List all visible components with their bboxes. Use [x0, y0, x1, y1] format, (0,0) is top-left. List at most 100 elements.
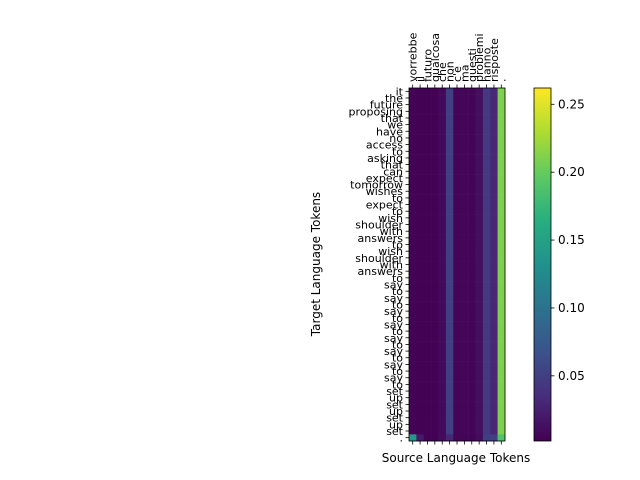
y-tick-label: say: [384, 345, 403, 358]
heatmap-cell: [438, 287, 447, 295]
heatmap-cell: [468, 354, 476, 362]
heatmap-cells: [409, 88, 506, 442]
heatmap-cell: [460, 367, 469, 375]
heatmap-cell: [409, 221, 417, 229]
heatmap-cell: [445, 214, 454, 222]
heatmap-cell: [423, 247, 432, 255]
heatmap-cell: [453, 194, 461, 202]
heatmap-cell: [482, 94, 491, 102]
heatmap-cell: [460, 154, 469, 162]
heatmap-cell: [490, 374, 498, 382]
heatmap-cell: [475, 421, 484, 428]
heatmap-cell: [438, 221, 447, 229]
heatmap-cell: [431, 221, 439, 229]
heatmap-cell: [490, 407, 498, 415]
heatmap-cell: [497, 261, 506, 269]
heatmap-cell: [475, 327, 484, 335]
colorbar-ticks: 0.05 0.10 0.15 0.20 0.25: [551, 97, 585, 383]
y-tick-label: have: [376, 125, 403, 138]
heatmap-cell: [468, 327, 476, 335]
heatmap-cell: [460, 141, 469, 149]
heatmap-cell: [482, 114, 491, 122]
heatmap-cell: [475, 88, 484, 95]
heatmap-cell: [497, 94, 506, 102]
x-tick-label: vorrebbe: [407, 32, 420, 82]
heatmap-cell: [431, 267, 439, 275]
heatmap-cell: [409, 94, 417, 102]
heatmap-cell: [423, 341, 432, 349]
heatmap-cell: [431, 327, 439, 335]
heatmap-cell: [423, 301, 432, 309]
heatmap-cell: [438, 307, 447, 315]
heatmap-cell: [416, 241, 425, 249]
heatmap-cell: [438, 321, 447, 329]
y-tick-label: shoulder: [355, 219, 403, 232]
heatmap-cell: [482, 321, 491, 329]
heatmap-cell: [482, 88, 491, 95]
heatmap-cell: [453, 227, 461, 235]
heatmap-cell: [475, 301, 484, 309]
heatmap-cell: [490, 214, 498, 222]
heatmap-cell: [445, 341, 454, 349]
heatmap-cell: [409, 381, 417, 389]
heatmap-cell: [438, 434, 447, 442]
heatmap-cell: [416, 321, 425, 329]
heatmap-cell: [482, 394, 491, 402]
heatmap-cell: [475, 207, 484, 215]
heatmap-cell: [468, 394, 476, 402]
heatmap-cell: [482, 127, 491, 135]
heatmap-cell: [468, 161, 476, 169]
heatmap-cell: [431, 187, 439, 195]
y-tick-label: up: [389, 405, 403, 418]
heatmap-cell: [490, 261, 498, 269]
heatmap-cell: [453, 274, 461, 282]
heatmap-cell: [445, 394, 454, 402]
heatmap-cell: [490, 207, 498, 215]
heatmap-cell: [438, 107, 447, 115]
heatmap-cell: [460, 187, 469, 195]
heatmap-cell: [497, 221, 506, 229]
heatmap-cell: [431, 261, 439, 269]
heatmap-cell: [438, 127, 447, 135]
heatmap-cell: [409, 414, 417, 422]
y-tick-label: to: [392, 312, 403, 325]
heatmap-cell: [453, 267, 461, 275]
heatmap-cell: [423, 167, 432, 175]
y-tick-label: asking: [367, 152, 403, 165]
heatmap-cell: [497, 101, 506, 109]
heatmap-cell: [438, 374, 447, 382]
heatmap-cell: [431, 414, 439, 422]
heatmap-cell: [453, 321, 461, 329]
heatmap-cell: [468, 127, 476, 135]
heatmap-cell: [475, 127, 484, 135]
heatmap-cell: [460, 401, 469, 408]
heatmap-cell: [409, 314, 417, 322]
heatmap-cell: [482, 374, 491, 382]
heatmap-cell: [468, 241, 476, 249]
heatmap-cell: [475, 341, 484, 349]
y-tick-label: to: [392, 365, 403, 378]
heatmap-cell: [453, 261, 461, 269]
heatmap-cell: [490, 141, 498, 149]
heatmap-cell: [409, 307, 417, 315]
heatmap-cell: [497, 294, 506, 302]
x-tick-label: problemi: [473, 33, 486, 82]
heatmap-cell: [490, 334, 498, 342]
heatmap-cell: [482, 367, 491, 375]
heatmap-cell: [438, 394, 447, 402]
heatmap-cell: [453, 254, 461, 262]
heatmap-cell: [475, 241, 484, 249]
heatmap-cell: [497, 234, 506, 242]
heatmap-cell: [423, 154, 432, 162]
heatmap-cell: [423, 227, 432, 235]
heatmap-cell: [475, 141, 484, 149]
heatmap-cell: [416, 374, 425, 382]
heatmap-cell: [431, 247, 439, 255]
heatmap-cell: [423, 381, 432, 389]
heatmap-cell: [416, 254, 425, 262]
heatmap-cell: [445, 327, 454, 335]
heatmap-cell: [460, 134, 469, 142]
heatmap-cell: [460, 127, 469, 135]
heatmap-cell: [423, 414, 432, 422]
heatmap-cell: [438, 101, 447, 109]
